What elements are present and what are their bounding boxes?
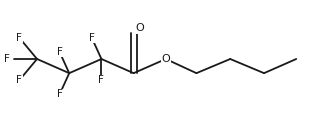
Text: F: F <box>57 89 62 99</box>
Text: F: F <box>4 54 9 64</box>
Text: F: F <box>16 75 22 85</box>
Text: O: O <box>161 54 170 64</box>
Text: F: F <box>89 33 95 43</box>
Text: F: F <box>99 75 104 85</box>
Text: F: F <box>57 47 62 57</box>
Text: O: O <box>135 23 144 33</box>
Text: F: F <box>16 33 22 43</box>
